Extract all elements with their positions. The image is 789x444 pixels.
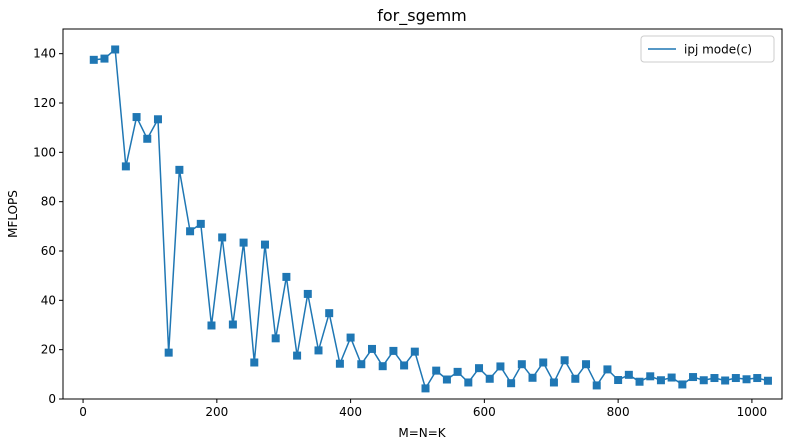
data-point [507, 379, 516, 388]
data-point [282, 272, 291, 281]
data-point [549, 378, 558, 387]
x-axis-ticks: 0 200 400 600 800 1000 [79, 399, 767, 419]
data-point [389, 346, 398, 355]
data-point [571, 374, 580, 383]
data-point [678, 380, 687, 389]
data-point [250, 358, 259, 367]
y-axis-ticks: 0 20 40 60 80 100 120 140 [33, 47, 63, 406]
x-axis-label: M=N=K [398, 426, 446, 440]
data-point [614, 376, 623, 385]
data-point [442, 375, 451, 384]
data-point [346, 333, 355, 342]
data-point [710, 374, 719, 383]
data-point [528, 373, 537, 382]
data-point [303, 289, 312, 298]
data-point [421, 384, 430, 393]
data-point [89, 55, 98, 64]
data-point [314, 346, 323, 355]
x-tick-label: 800 [607, 405, 630, 419]
data-point [624, 370, 633, 379]
data-point [560, 356, 569, 365]
data-point [517, 360, 526, 369]
data-point [239, 238, 248, 247]
y-tick-label: 0 [48, 392, 56, 406]
x-tick-label: 0 [79, 405, 87, 419]
data-point [485, 374, 494, 383]
plot-area [62, 28, 783, 400]
data-point [763, 376, 772, 385]
data-point [196, 219, 205, 228]
data-point [143, 134, 152, 143]
data-point [539, 358, 548, 367]
data-point [271, 334, 280, 343]
y-axis-label: MFLOPS [6, 190, 20, 238]
x-tick-label: 1000 [737, 405, 768, 419]
data-point [592, 381, 601, 390]
data-point [496, 362, 505, 371]
data-point [753, 374, 762, 383]
data-point [218, 233, 227, 242]
data-point [689, 373, 698, 382]
data-point [410, 347, 419, 356]
data-point [293, 351, 302, 360]
x-tick-label: 400 [339, 405, 362, 419]
data-point [731, 374, 740, 383]
data-point [207, 321, 216, 330]
y-tick-label: 100 [33, 145, 56, 159]
data-point [656, 376, 665, 385]
data-point [357, 360, 366, 369]
data-point [153, 115, 162, 124]
chart-title: for_sgemm [377, 6, 467, 26]
y-tick-label: 40 [41, 293, 56, 307]
legend: ipj mode(c) [640, 35, 775, 63]
x-tick-label: 200 [205, 405, 228, 419]
data-point [164, 348, 173, 357]
data-point [721, 376, 730, 385]
y-tick-label: 80 [41, 195, 56, 209]
data-point [475, 364, 484, 373]
data-point [368, 344, 376, 353]
y-tick-label: 120 [33, 96, 56, 110]
y-tick-label: 60 [41, 244, 56, 258]
data-point [186, 227, 195, 236]
data-point [432, 366, 441, 375]
series-layer [89, 45, 772, 393]
data-point [335, 359, 344, 368]
data-point [464, 378, 473, 387]
data-point [121, 162, 130, 171]
legend-series-label: ipj mode(c) [684, 43, 752, 57]
data-point [325, 309, 334, 318]
data-point [453, 367, 462, 376]
data-point [228, 320, 237, 329]
data-point [175, 165, 184, 174]
data-point [603, 365, 612, 374]
data-point [667, 373, 676, 382]
data-point [132, 113, 141, 122]
data-point [100, 54, 109, 63]
x-tick-label: 600 [473, 405, 496, 419]
data-point [111, 45, 120, 54]
data-point [699, 376, 708, 385]
y-tick-label: 140 [33, 47, 56, 61]
data-point [582, 360, 591, 369]
legend-box [640, 35, 775, 63]
series-line [93, 48, 769, 390]
data-point [635, 377, 644, 386]
plot-frame [62, 28, 783, 400]
data-point [400, 361, 409, 370]
data-point [646, 372, 655, 381]
data-point [742, 375, 751, 384]
data-point [378, 362, 387, 371]
data-point [260, 240, 269, 249]
y-tick-label: 20 [41, 343, 56, 357]
